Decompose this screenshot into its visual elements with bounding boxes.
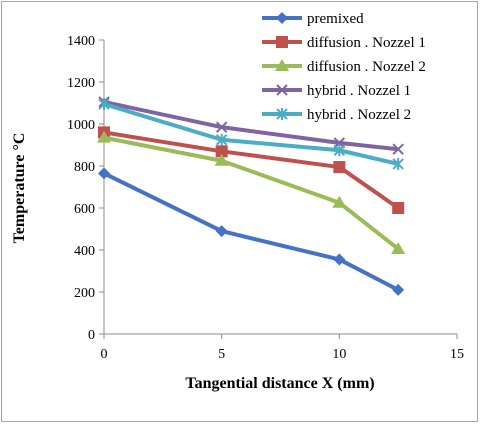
data-point [98,98,110,111]
data-point [333,144,346,157]
legend-marker [276,108,288,120]
data-point [332,195,347,208]
data-point [392,283,405,296]
series-line [103,99,399,152]
legend-marker [276,84,288,96]
x-ticks: 0 5 10 15 [101,334,464,362]
y-tick-label: 200 [74,286,95,301]
data-point [214,153,229,166]
x-tick-label: 5 [218,347,225,362]
series-line [103,135,400,251]
y-tick-label: 1000 [67,118,95,133]
x-tick-label: 15 [450,347,464,362]
data-point [215,133,228,146]
series-group [97,96,406,296]
legend-marker [275,59,289,71]
y-tick-label: 1200 [67,76,95,91]
legend-marker [276,36,288,48]
series-line [103,130,400,210]
data-point [391,241,406,254]
data-point [333,253,346,266]
legend-item: premixed [262,11,364,27]
data-point [97,130,111,143]
series-5 [98,98,404,170]
legend-label: hybrid . Nozzel 2 [307,107,411,123]
series-3 [97,130,406,254]
data-point [215,145,228,158]
x-tick-label: 10 [332,347,346,362]
data-point [215,225,228,238]
legend-item: diffusion . Nozzel 1 [262,35,426,51]
y-tick-label: 0 [88,328,95,343]
y-tick-label: 1400 [67,34,95,49]
legend-item: diffusion . Nozzel 2 [262,59,426,75]
data-point [98,167,110,180]
y-axis-title: Temperature °C [11,133,28,244]
legend-marker [276,12,288,24]
series-line [103,171,400,292]
legend-label: diffusion . Nozzel 1 [307,35,426,51]
data-point [392,202,405,214]
y-tick-label: 600 [74,202,95,217]
legend-item: hybrid . Nozzel 2 [262,107,411,123]
y-ticks: 0 200 400 600 800 1000 1200 1400 [67,34,104,343]
legend-item: hybrid . Nozzel 1 [262,83,411,99]
legend: premixed diffusion . Nozzel 1 diffusion . … [262,11,426,123]
data-point [333,161,346,174]
series-1 [98,167,405,296]
legend-label: premixed [307,11,364,27]
data-point [392,143,404,155]
y-tick-label: 400 [74,244,95,259]
legend-label: hybrid . Nozzel 1 [307,83,411,99]
series-line [103,102,399,166]
y-tick-label: 800 [74,160,95,175]
axes [103,40,457,335]
x-axis-title: Tangential distance X (mm) [185,375,374,392]
data-point [392,157,404,170]
legend-label: diffusion . Nozzel 2 [307,59,426,75]
data-point [215,121,228,133]
x-tick-label: 0 [101,347,108,362]
